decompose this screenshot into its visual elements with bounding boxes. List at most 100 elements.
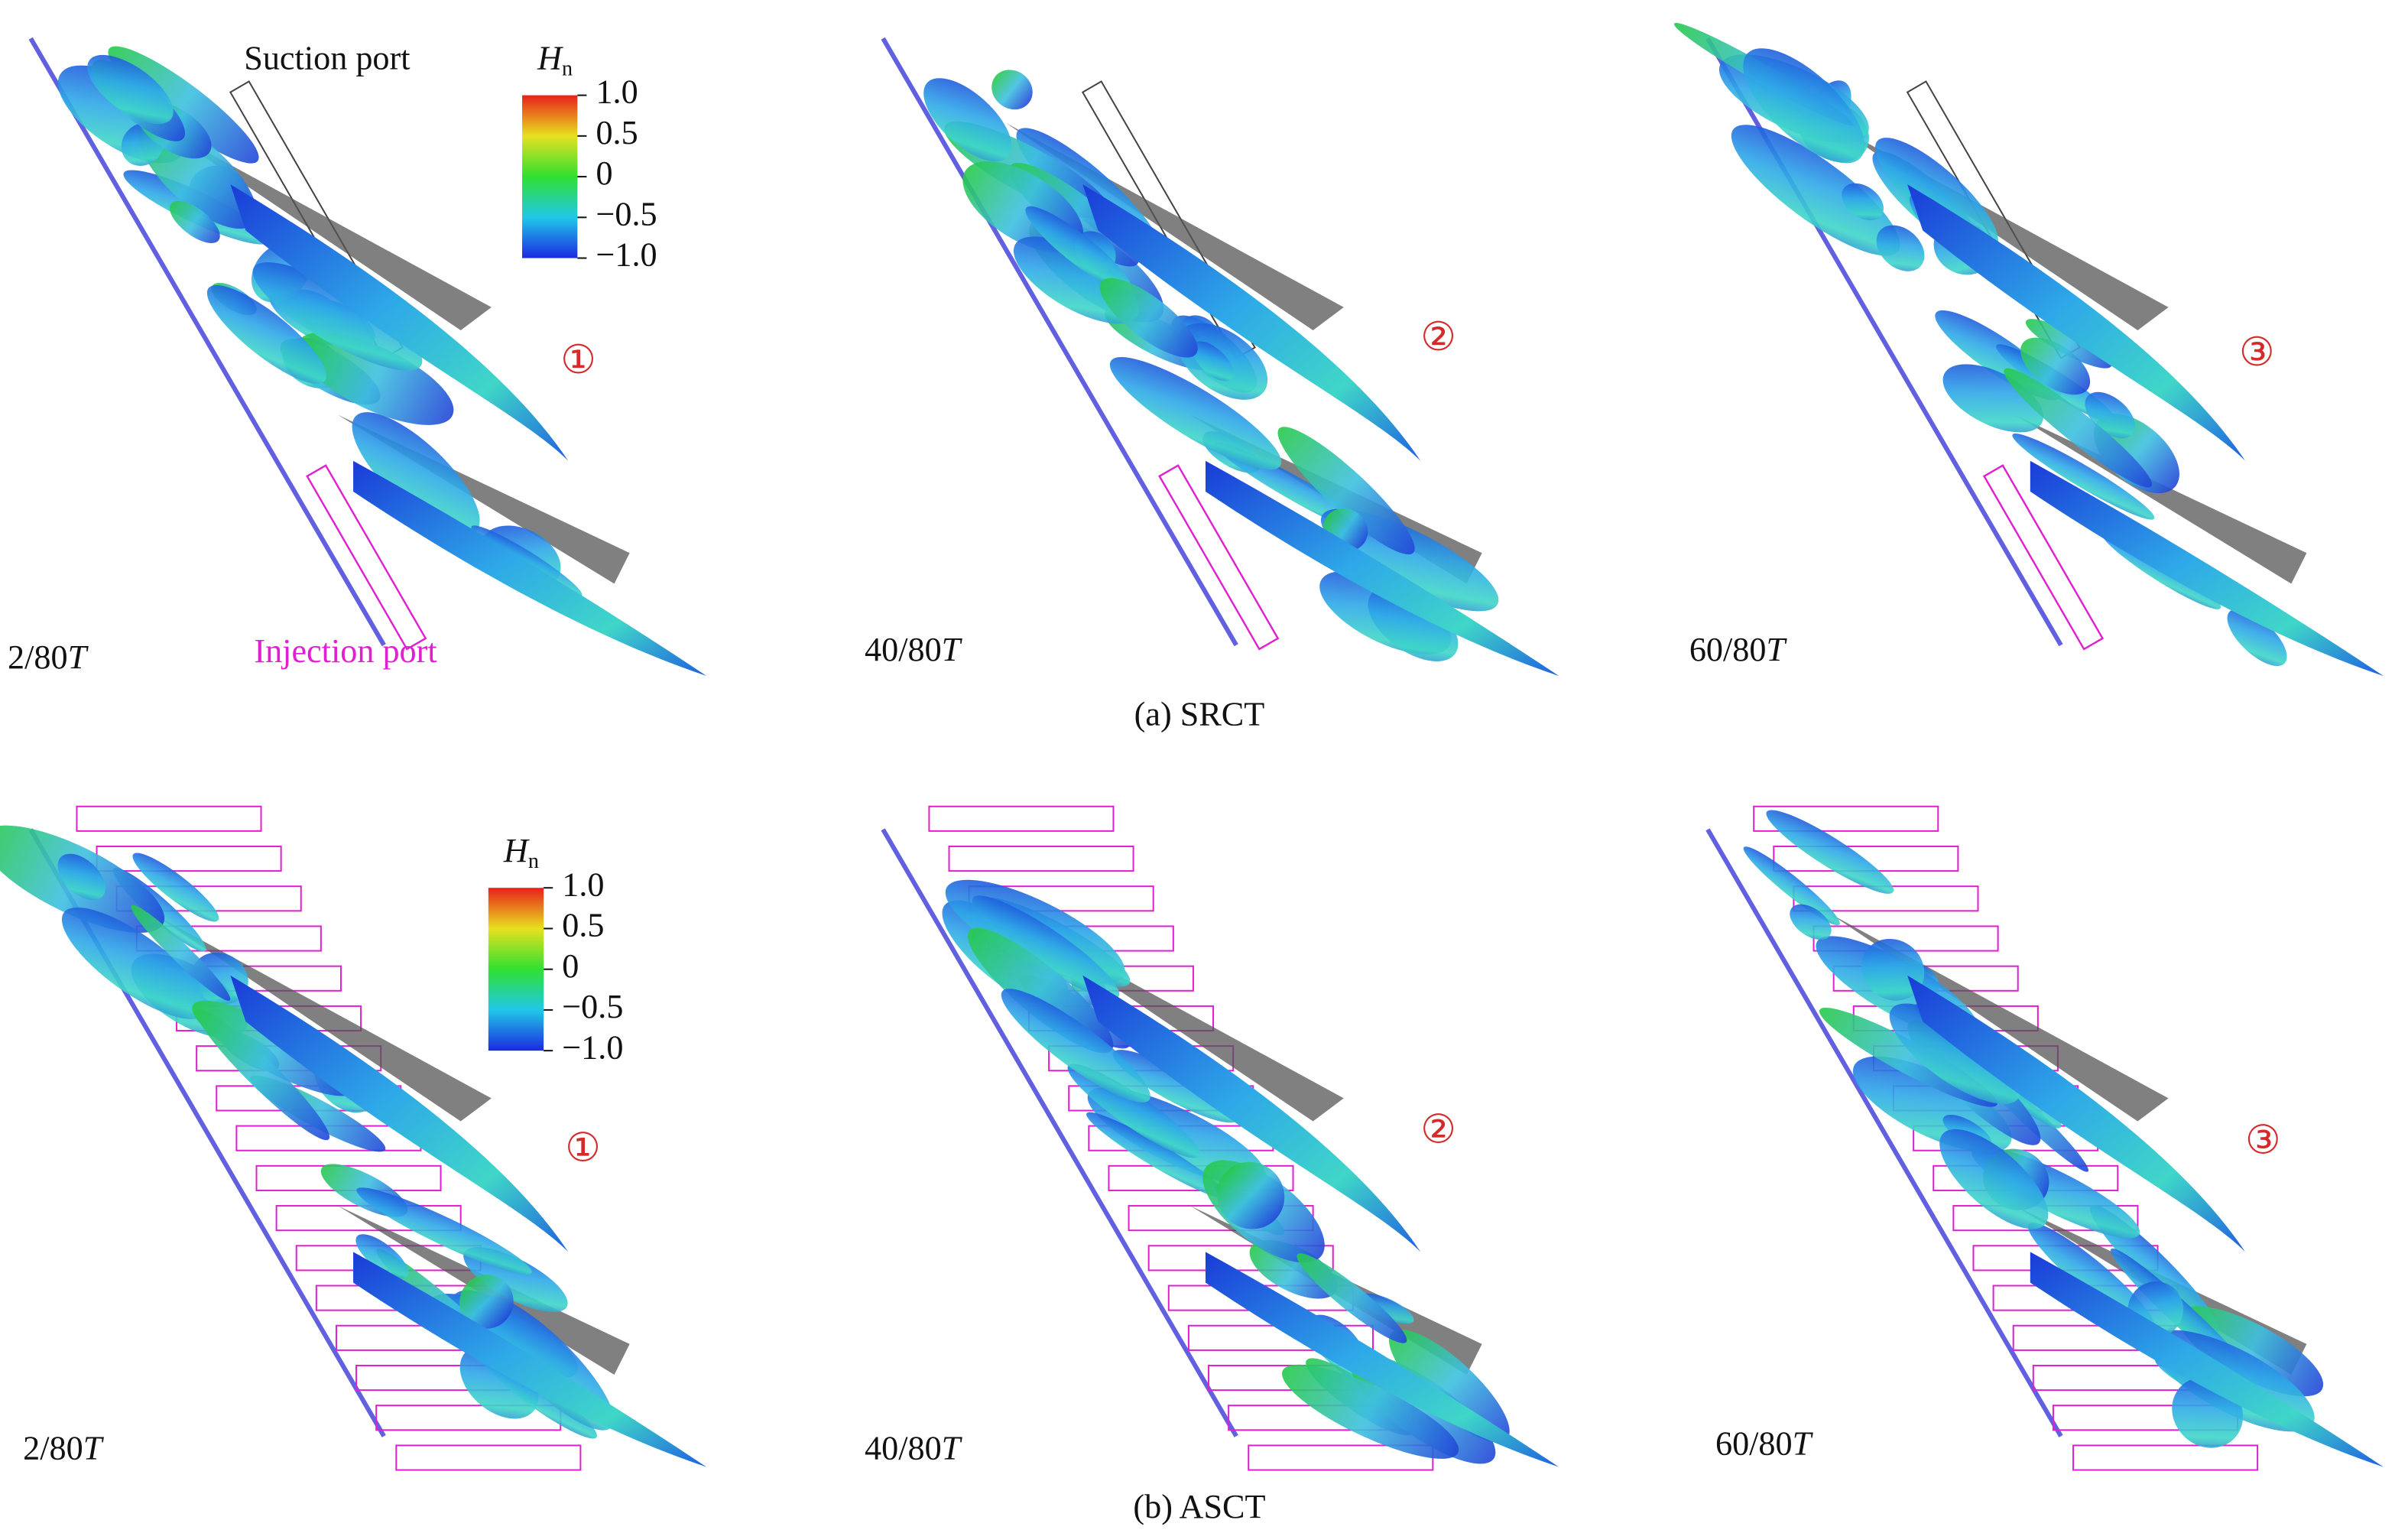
time-value: 60/80 [1715, 1425, 1793, 1463]
vortex [169, 200, 220, 243]
vortex [1368, 586, 1459, 661]
colorbar-tick-label: 0 [562, 947, 579, 985]
colorbar-gradient [488, 888, 544, 1051]
vortex-marker: ② [1420, 1108, 1456, 1152]
vortex [132, 853, 219, 922]
vortex-layer [0, 22, 2384, 1471]
colorbar-tick-label: −1.0 [562, 1028, 623, 1066]
panel [881, 37, 1559, 676]
time-value: 40/80 [865, 631, 942, 668]
vortex-marker: ① [560, 338, 596, 382]
vortex [57, 853, 105, 901]
vortex [1217, 1161, 1285, 1229]
vortex [1743, 48, 1865, 164]
row-caption: (a) SRCT [1134, 695, 1265, 732]
vortex [459, 1275, 514, 1329]
suction-label: Suction port [244, 40, 411, 77]
time-unit: T [942, 631, 963, 668]
subscript: n [528, 850, 539, 874]
vortex [297, 332, 454, 425]
vortex [252, 261, 423, 371]
vortex-tail [353, 460, 707, 676]
vortex [1099, 278, 1198, 358]
vortex [206, 284, 326, 384]
vortex [1067, 1064, 1200, 1158]
vortex [1001, 989, 1150, 1103]
vortex [1249, 1239, 1338, 1299]
time-unit: T [942, 1430, 963, 1467]
vortex [1842, 183, 1884, 221]
injection-port [1158, 464, 1280, 651]
injection-slot [1147, 1245, 1334, 1272]
vortex [1790, 904, 1832, 940]
injection-slot [395, 1444, 582, 1471]
vortex [1025, 206, 1132, 292]
vortex [192, 952, 248, 1005]
vortex-marker: ③ [2245, 1119, 2281, 1163]
vortex-tail [2030, 1252, 2384, 1467]
vortex-marker: ② [1420, 315, 1456, 359]
panel [881, 805, 1559, 1471]
colorbar-tick-label: 1.0 [596, 73, 638, 111]
vortex-tail [2030, 460, 2384, 676]
vortex [1086, 1112, 1228, 1199]
vortex [2025, 319, 2112, 369]
panel [1673, 22, 2384, 676]
vortex [2227, 609, 2287, 667]
time-label: 60/80T [1689, 631, 1788, 668]
vortex-tail [353, 1252, 707, 1467]
wall [881, 37, 1238, 647]
vortex [1112, 1050, 1239, 1123]
vortex [2027, 1223, 2155, 1330]
time-label: 40/80T [865, 1430, 963, 1467]
wall [1705, 828, 2063, 1437]
vortex [1277, 427, 1415, 555]
vortex [1861, 938, 1925, 1001]
injection-slot [1753, 805, 1939, 832]
time-label: 60/80T [1715, 1425, 1814, 1463]
time-label: 2/80T [8, 638, 89, 676]
time-label: 40/80T [865, 631, 963, 668]
vortex-tail [1907, 184, 2246, 461]
colorbar-tick-label: −0.5 [562, 988, 623, 1025]
colorbar-gradient [522, 95, 578, 258]
panel [28, 37, 707, 676]
vortex-tail [1082, 975, 1421, 1252]
vortex [355, 1234, 408, 1279]
subscript: n [562, 57, 573, 81]
vortex-tail [1206, 460, 1559, 676]
vortex [991, 70, 1033, 110]
colorbar-tick-label: 0.5 [596, 114, 638, 151]
injection-slot [96, 845, 282, 872]
colorbar-tick-label: 1.0 [562, 866, 604, 903]
vortex [356, 1187, 532, 1275]
symbol: H [537, 40, 563, 77]
vortex [2177, 1306, 2324, 1397]
vortex-tail [230, 184, 569, 461]
time-value: 2/80 [8, 638, 68, 676]
vortex [1389, 1329, 1510, 1443]
vortex-tail [1907, 975, 2246, 1252]
vortex [352, 412, 480, 535]
colorbar-tick-label: 0.5 [562, 907, 604, 944]
vortex [1889, 1003, 2020, 1104]
injection-slot [928, 805, 1115, 832]
injection-slot [76, 805, 262, 832]
panel [0, 805, 707, 1471]
vortex [2004, 368, 2153, 488]
symbol: H [503, 832, 530, 869]
injection-slot [2072, 1444, 2259, 1471]
time-unit: T [1766, 631, 1787, 668]
vortex [1296, 1253, 1407, 1343]
vortex-marker: ① [565, 1126, 601, 1171]
time-value: 2/80 [23, 1430, 83, 1467]
time-unit: T [83, 1430, 105, 1467]
wall [28, 37, 386, 647]
time-value: 60/80 [1689, 631, 1767, 668]
colorbar-title: Hn [503, 832, 539, 873]
colorbar-tick-label: 0 [596, 154, 612, 192]
vortex-marker: ③ [2239, 330, 2275, 375]
injection-slot [948, 845, 1134, 872]
